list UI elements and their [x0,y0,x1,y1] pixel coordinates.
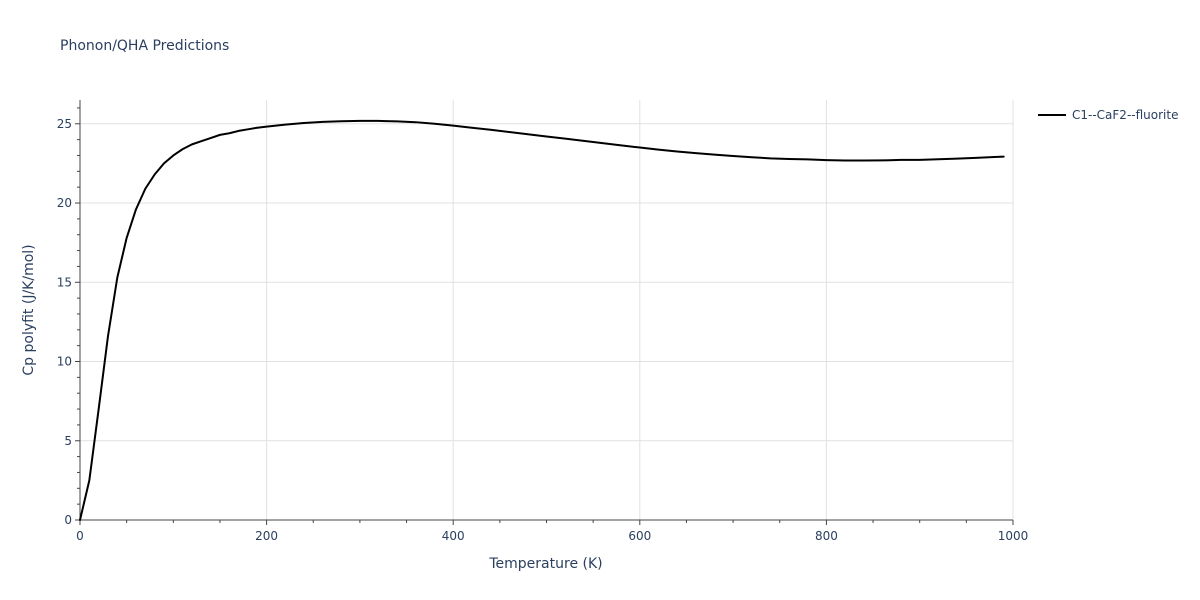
legend-label: C1--CaF2--fluorite [1072,108,1178,122]
x-tick-label: 600 [628,529,651,543]
y-axis-title: Cp polyfit (J/K/mol) [21,244,37,375]
chart-title: Phonon/QHA Predictions [60,38,229,54]
y-tick-label: 5 [64,434,72,448]
x-tick-label: 0 [76,529,84,543]
x-tick-label: 1000 [998,529,1029,543]
ticks-layer: 0 200 400 600 800 1000 0 5 10 15 20 25 [57,107,1029,543]
axes-layer [79,100,1013,521]
x-tick-label: 400 [442,529,465,543]
legend[interactable]: C1--CaF2--fluorite [1038,108,1178,122]
series-layer [79,119,1005,521]
y-tick-label: 20 [57,196,72,210]
x-tick-label: 200 [255,529,278,543]
grid-layer [80,100,1014,520]
series-line-0 [79,119,1005,521]
y-tick-label: 0 [64,513,72,527]
x-tick-label: 800 [815,529,838,543]
y-tick-label: 25 [57,117,72,131]
y-tick-label: 15 [57,275,72,289]
x-axis-title: Temperature (K) [488,556,602,572]
y-tick-label: 10 [57,355,72,369]
